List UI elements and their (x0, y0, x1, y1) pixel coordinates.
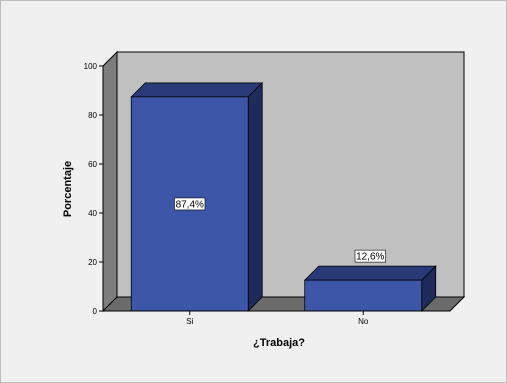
y-axis: 0 20 40 60 80 100 (84, 62, 104, 316)
data-label: 12,6% (356, 252, 384, 263)
y-tick-label: 100 (84, 62, 98, 71)
x-axis: Si No (103, 310, 450, 326)
y-tick-label: 40 (88, 209, 97, 218)
y-tick-label: 60 (88, 160, 97, 169)
bar-si: 87,4% (130, 81, 264, 312)
x-tick-label: No (358, 317, 369, 326)
data-label: 87,4% (176, 199, 204, 210)
bar-side-face (247, 81, 263, 312)
x-tick-label: Si (186, 317, 193, 326)
y-tick-label: 0 (93, 307, 98, 316)
y-tick-label: 20 (88, 258, 97, 267)
bar-front-face (304, 279, 423, 312)
bar-top-face (303, 265, 437, 281)
x-axis-title: ¿Trabaja? (253, 337, 305, 349)
bar-top-face (130, 82, 264, 98)
data-label-box (354, 249, 386, 263)
bars: 87,4% 12,6% (130, 81, 437, 312)
y-tick-label: 80 (88, 111, 97, 120)
y-axis-title: Porcentaje (62, 161, 74, 217)
plot-side-wall (102, 50, 118, 313)
data-label-box (174, 197, 206, 211)
bar-no: 12,6% (303, 249, 437, 312)
